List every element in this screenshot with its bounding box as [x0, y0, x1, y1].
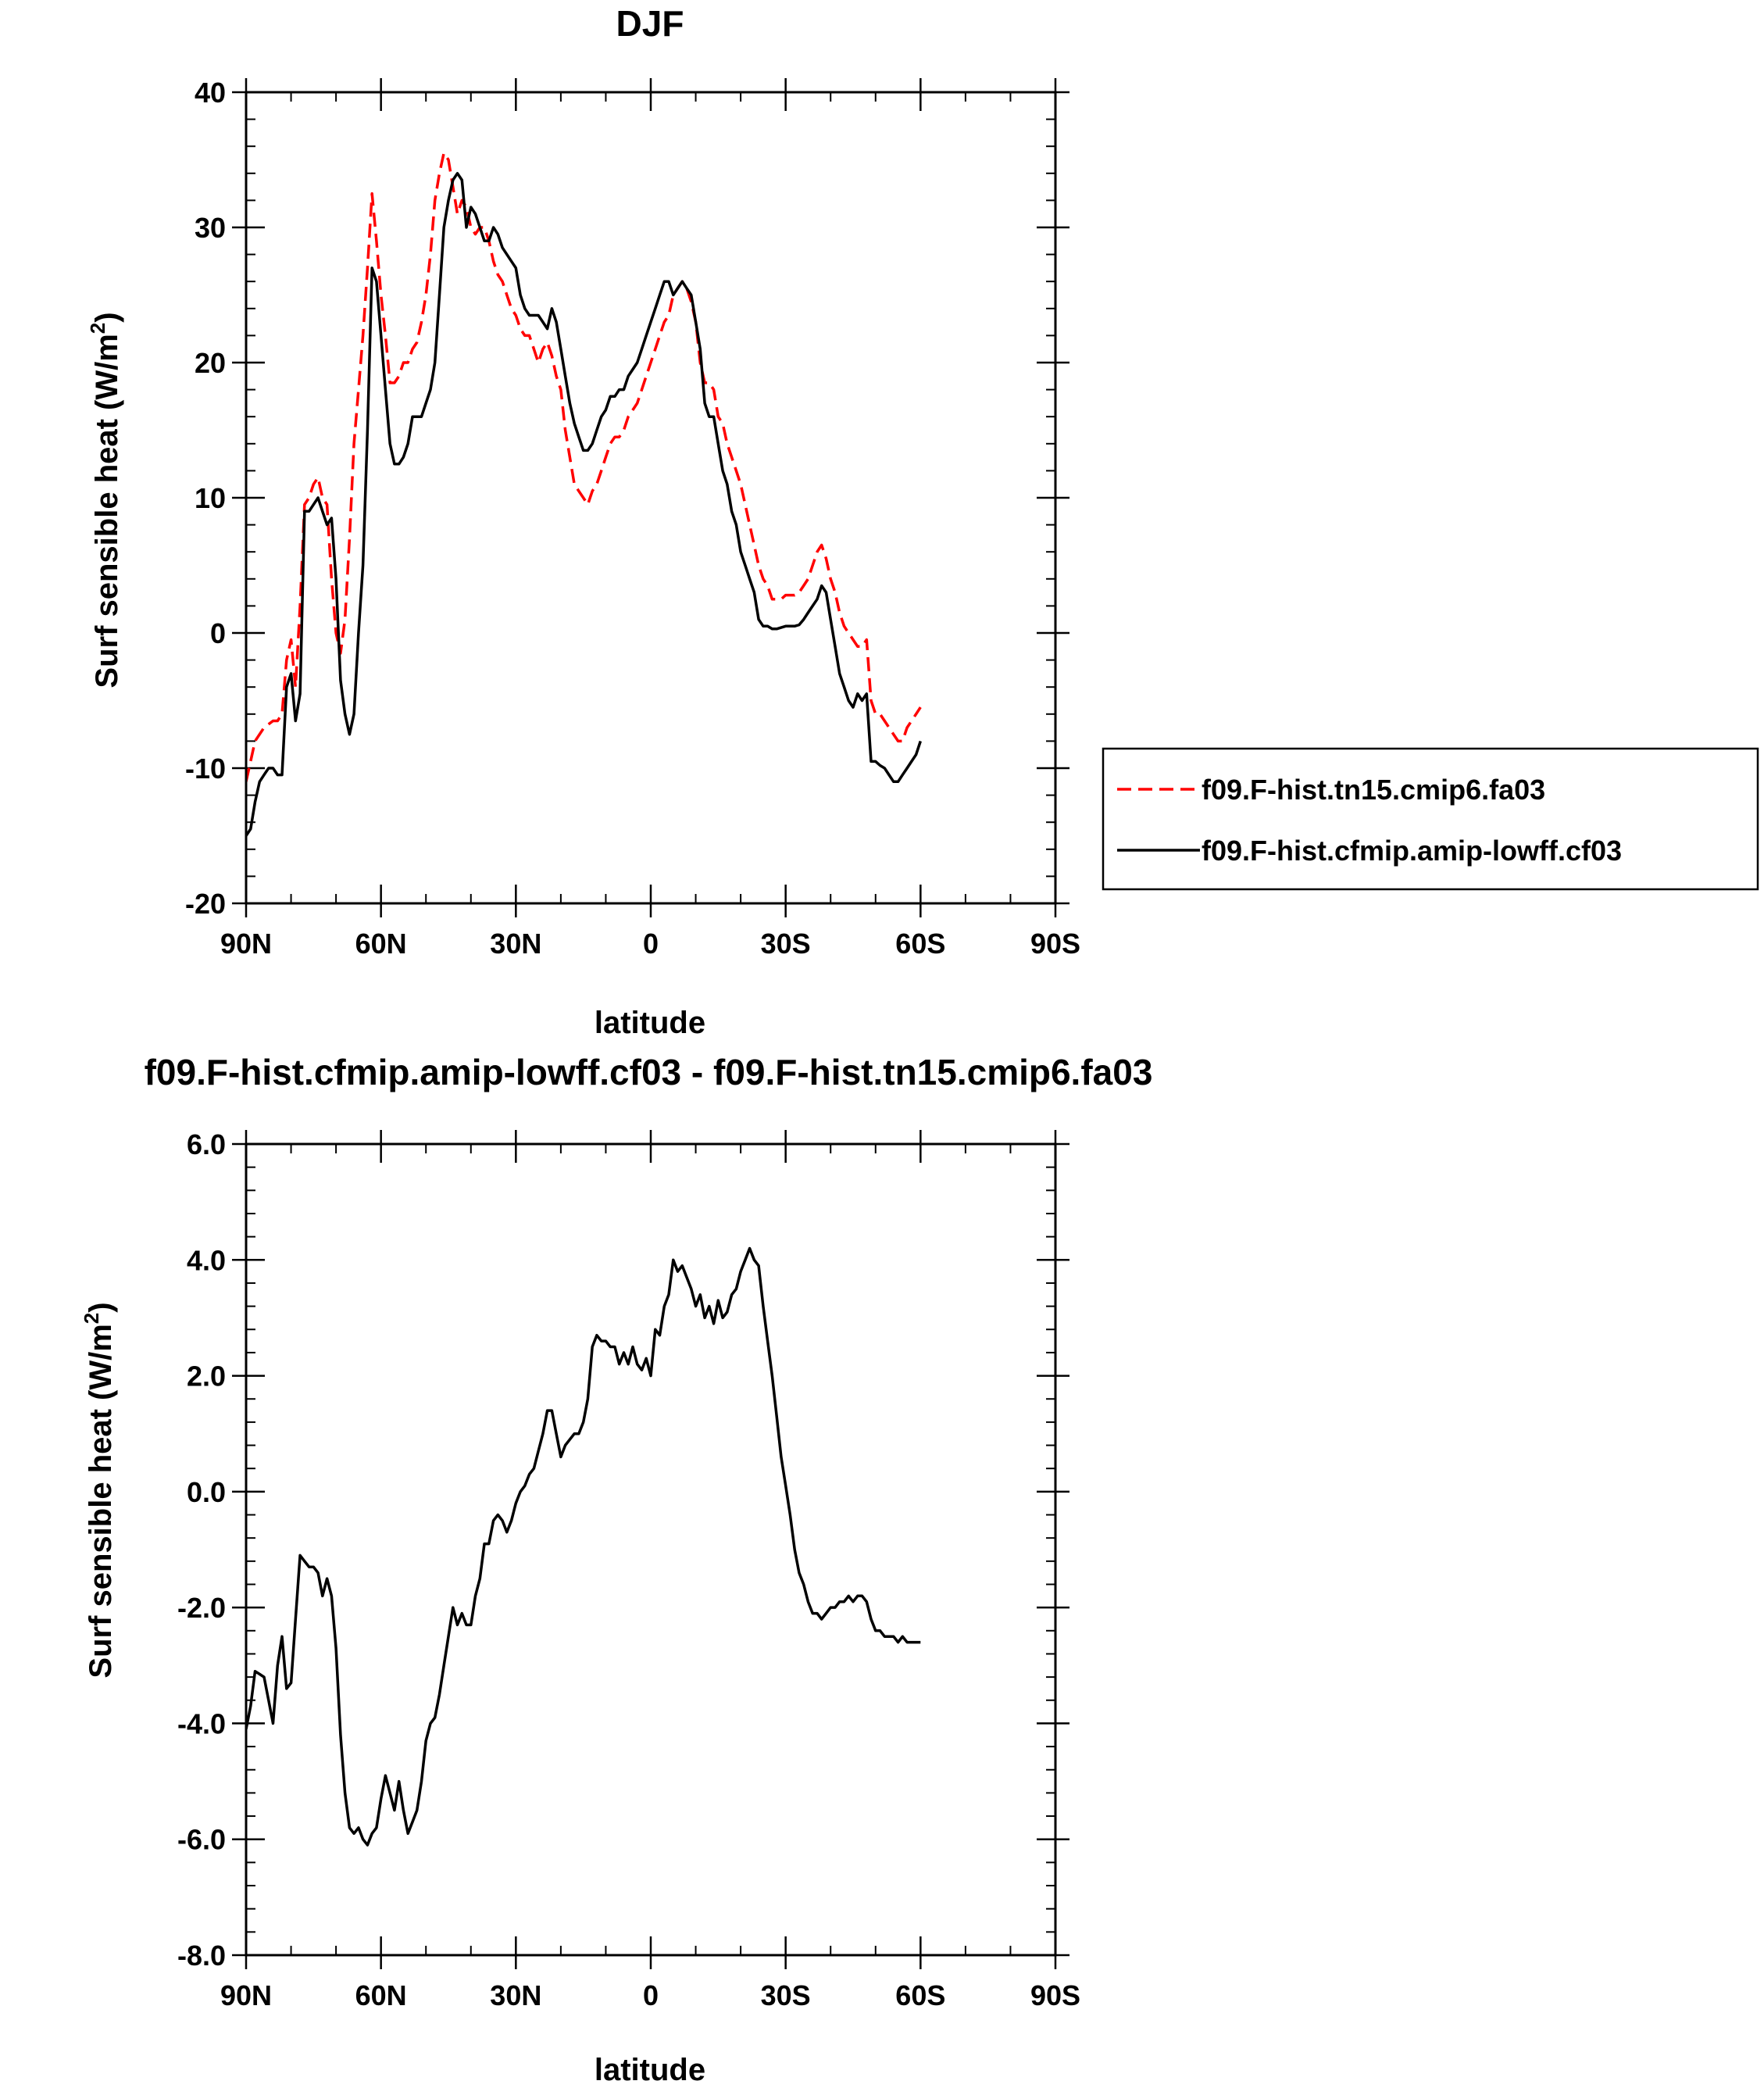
x-tick-label: 0 — [643, 1979, 659, 2011]
y-tick-label: 10 — [195, 482, 226, 514]
x-tick-label: 90S — [1030, 928, 1080, 960]
y-tick-label: -2.0 — [177, 1592, 226, 1624]
y-tick-label: 30 — [195, 212, 226, 244]
x-tick-label: 60S — [895, 928, 945, 960]
y-tick-label: -8.0 — [177, 1940, 226, 1972]
top-plot-area: -20 -10 0 10 20 30 40 90N 60N 30N 0 30S 60S 90S — [185, 77, 1080, 960]
y-tick-label: 0 — [210, 617, 226, 649]
x-tick-label: 30S — [761, 1979, 811, 2011]
y-tick-label: -6.0 — [177, 1824, 226, 1856]
top-chart-title: DJF — [616, 3, 684, 44]
y-tick-label: 6.0 — [187, 1128, 226, 1160]
top-chart-ylabel: Surf sensible heat (W/m2) — [86, 312, 124, 688]
bottom-chart-ylabel-close: ) — [84, 1302, 118, 1312]
y-tick-label: 20 — [195, 347, 226, 379]
x-tick-label: 30N — [490, 1979, 541, 2011]
top-legend: f09.F-hist.tn15.cmip6.fa03 f09.F-hist.cf… — [1102, 747, 1759, 891]
bottom-plot-area: -8.0 -6.0 -4.0 -2.0 0.0 2.0 4.0 6.0 90N 60N 30N 0 30… — [177, 1128, 1080, 2011]
x-tick-label: 30S — [761, 928, 811, 960]
plot-frame — [245, 1142, 1057, 1957]
x-tick-label: 90N — [220, 1979, 272, 2011]
x-tick-label: 60N — [355, 928, 407, 960]
series-line-0 — [246, 1246, 921, 1847]
x-tick-label: 0 — [643, 928, 659, 960]
x-tick-label: 90N — [220, 928, 272, 960]
y-tick-label: -10 — [185, 753, 226, 785]
plot-frame — [245, 91, 1057, 905]
bottom-chart-ylabel-main: Surf sensible heat (W/m — [84, 1324, 118, 1678]
y-tick-label: 4.0 — [187, 1244, 226, 1276]
top-chart-xlabel: latitude — [595, 1006, 705, 1040]
y-tick-label: 2.0 — [187, 1360, 226, 1393]
y-tick-label: -4.0 — [177, 1707, 226, 1739]
series-line-0 — [246, 152, 922, 782]
bottom-chart-title: f09.F-hist.cfmip.amip-lowff.cf03 - f09.F… — [145, 1052, 1153, 1092]
legend-label-cmip6: f09.F-hist.tn15.cmip6.fa03 — [1202, 774, 1545, 806]
x-tick-label: 90S — [1030, 1979, 1080, 2011]
top-chart: DJF -20 -10 0 10 20 30 40 90N 60N 30N 0 30S 60S 90S l… — [86, 3, 1080, 1040]
bottom-chart-ylabel: Surf sensible heat (W/m2) — [80, 1302, 118, 1678]
x-tick-label: 60N — [355, 1979, 407, 2011]
y-tick-label: 40 — [195, 77, 226, 109]
series-line-1 — [246, 172, 922, 837]
y-tick-label: -20 — [185, 888, 226, 920]
top-chart-ylabel-sup: 2 — [86, 323, 109, 334]
y-tick-label: 0.0 — [187, 1476, 226, 1508]
x-tick-label: 30N — [490, 928, 541, 960]
legend-label-cfmip: f09.F-hist.cfmip.amip-lowff.cf03 — [1202, 835, 1622, 867]
bottom-chart-xlabel: latitude — [595, 2053, 705, 2087]
legend-box — [1102, 747, 1759, 891]
bottom-chart-ylabel-sup: 2 — [80, 1313, 103, 1324]
x-tick-label: 60S — [895, 1979, 945, 2011]
top-chart-ylabel-main: Surf sensible heat (W/m — [90, 334, 124, 688]
top-chart-ylabel-close: ) — [90, 312, 124, 322]
bottom-chart: f09.F-hist.cfmip.amip-lowff.cf03 - f09.F… — [80, 1052, 1152, 2087]
